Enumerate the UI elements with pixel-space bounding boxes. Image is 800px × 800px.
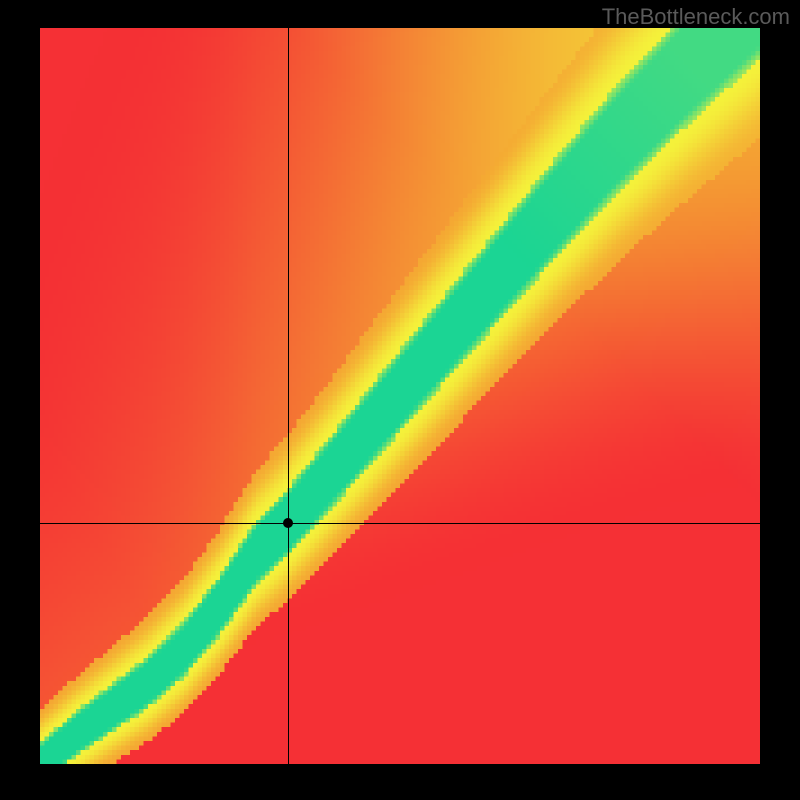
chart-container: TheBottleneck.com: [0, 0, 800, 800]
heatmap-canvas: [40, 28, 760, 764]
heatmap-plot: [40, 28, 760, 764]
watermark-text: TheBottleneck.com: [0, 0, 800, 30]
